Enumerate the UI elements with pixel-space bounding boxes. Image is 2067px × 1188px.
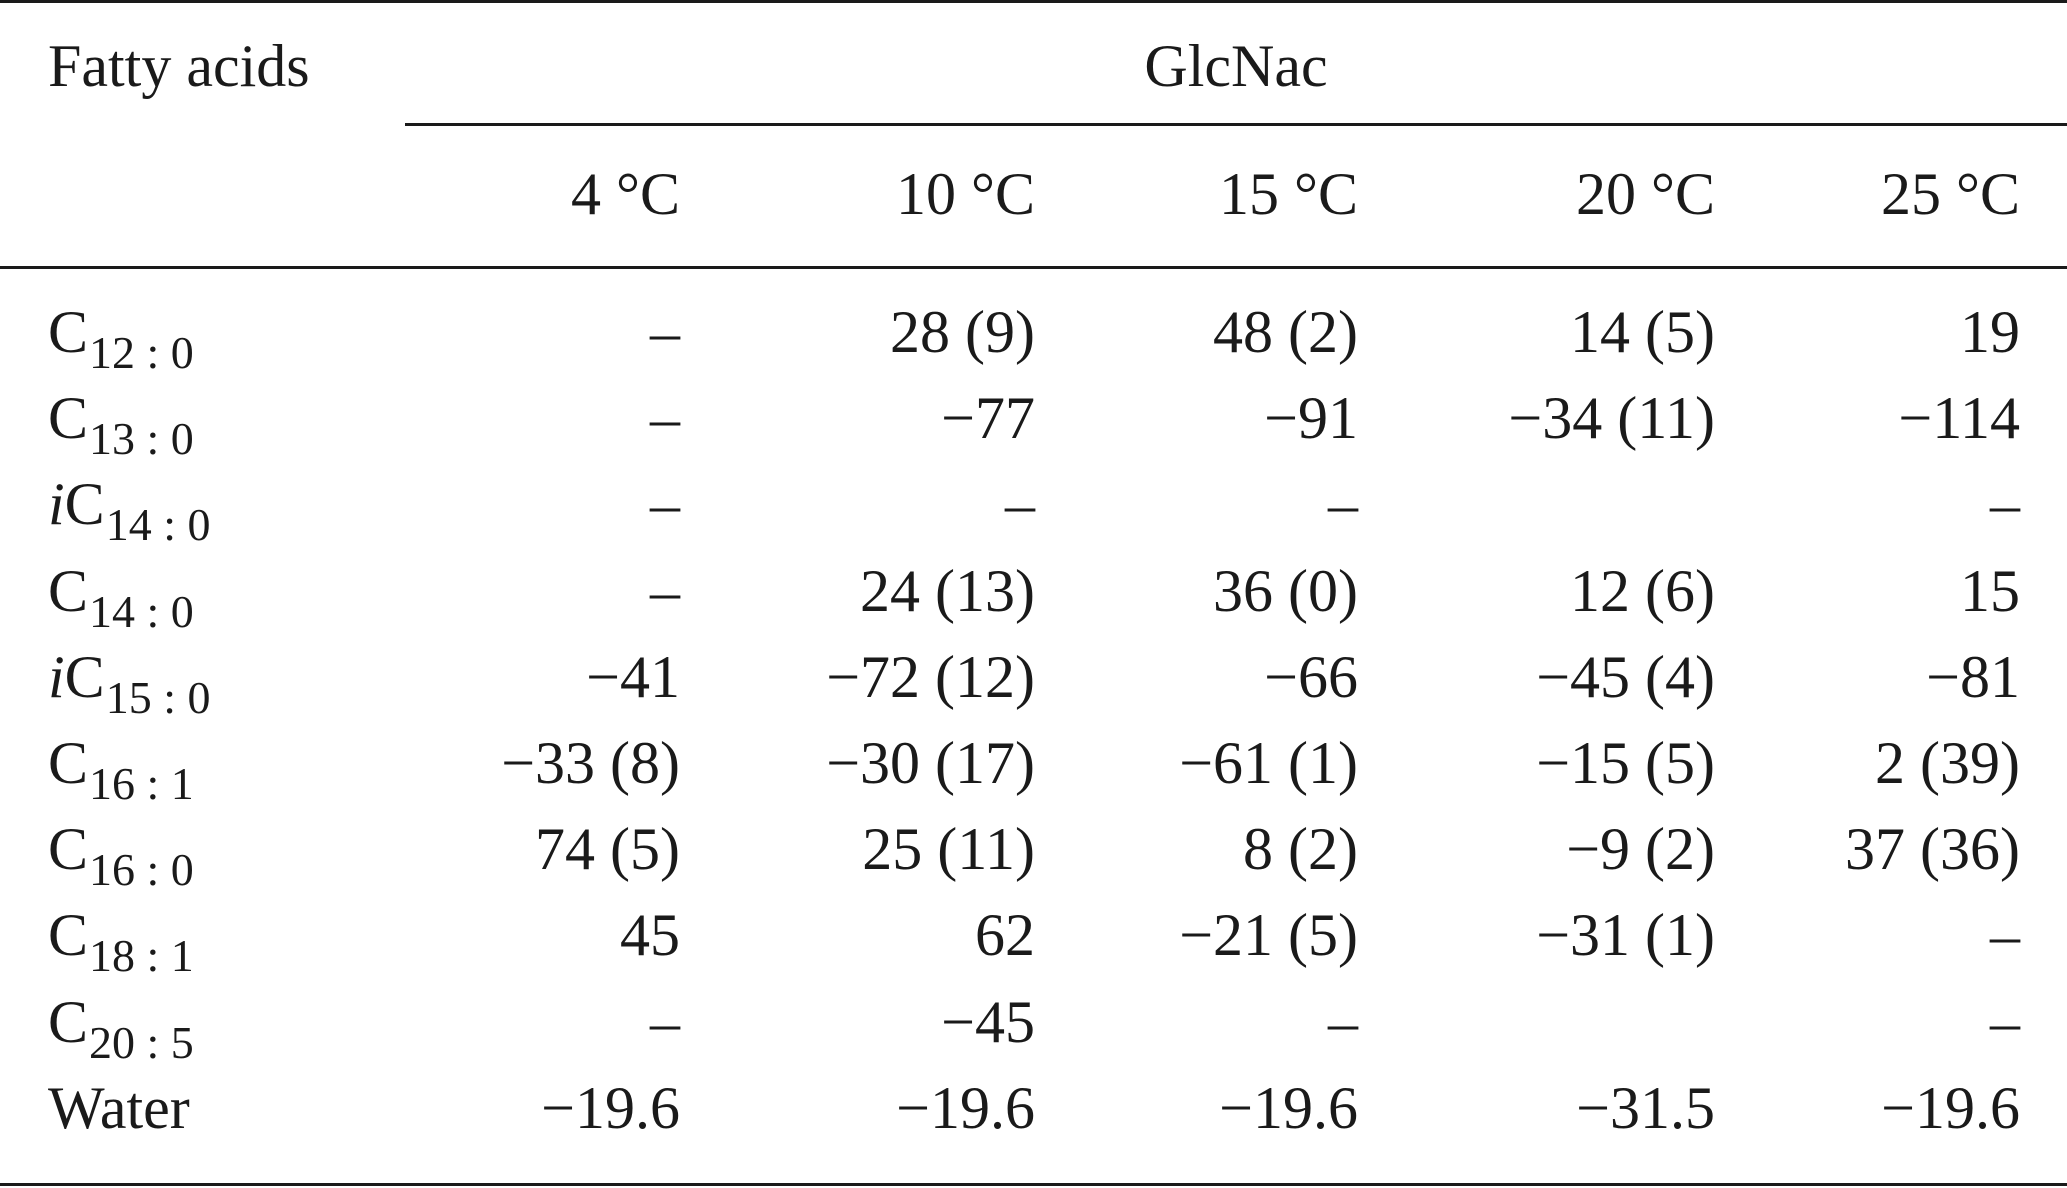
row-label: iC15 : 0 — [48, 641, 210, 723]
header-col-4: 20 °C — [1575, 161, 1715, 227]
table-cell: – — [650, 988, 680, 1055]
row-label-subscript: 14 : 0 — [105, 499, 211, 551]
row-label-base: C — [48, 299, 89, 365]
row-label-base: C — [48, 557, 89, 624]
table-cell: 24 (13) — [860, 557, 1035, 624]
row-label: C20 : 5 — [48, 986, 194, 1068]
table-cell: −66 — [1264, 643, 1358, 710]
table-cell: 28 (9) — [890, 299, 1035, 365]
row-label-prefix: i — [48, 471, 65, 538]
table-cell: 45 — [620, 902, 680, 969]
table-cell: 74 (5) — [535, 816, 680, 883]
row-label: C13 : 0 — [48, 382, 194, 464]
table-cell: 14 (5) — [1570, 299, 1715, 365]
header-fatty-acids: Fatty acids — [48, 33, 310, 99]
table-cell: −33 (8) — [501, 730, 680, 796]
row-label-subscript: 16 : 0 — [89, 844, 194, 896]
table-cell: −91 — [1264, 385, 1358, 452]
table-cell: −21 (5) — [1179, 902, 1358, 969]
table-cell: – — [650, 471, 680, 538]
table-cell: – — [1328, 471, 1358, 538]
row-label-base: C — [64, 643, 105, 710]
row-label-base: C — [48, 902, 89, 969]
table-cell: – — [650, 299, 680, 365]
table-cell: 25 (11) — [862, 816, 1035, 883]
row-label-subscript: 20 : 5 — [89, 1016, 194, 1068]
group-rule — [405, 123, 2067, 126]
table-cell: −114 — [1898, 385, 2020, 452]
table-cell: −19.6 — [896, 1074, 1035, 1141]
table-cell: – — [1990, 471, 2020, 538]
table-cell: −15 (5) — [1536, 730, 1715, 796]
row-label-subscript: 15 : 0 — [105, 671, 211, 723]
row-label-subscript: 14 : 0 — [89, 585, 194, 637]
table-cell: −61 (1) — [1179, 730, 1358, 796]
table-cell: −45 (4) — [1536, 643, 1715, 710]
table-cell: 48 (2) — [1213, 299, 1358, 365]
table-cell: −81 — [1926, 643, 2020, 710]
row-label: C16 : 0 — [48, 813, 194, 895]
header-col-5: 25 °C — [1880, 161, 2020, 227]
table-cell: −19.6 — [1219, 1074, 1358, 1141]
table-cell: −19.6 — [541, 1074, 680, 1141]
table-cell: −34 (11) — [1508, 385, 1715, 452]
row-label: C12 : 0 — [48, 296, 194, 378]
table-cell: – — [650, 557, 680, 624]
table-cell: 15 — [1960, 557, 2020, 624]
table-cell: 12 (6) — [1570, 557, 1715, 624]
row-label-subscript: 16 : 1 — [89, 758, 194, 809]
row-label-base: C — [48, 988, 89, 1055]
table-cell: −31 (1) — [1536, 902, 1715, 969]
table-cell: −77 — [941, 385, 1035, 452]
table-cell: – — [1990, 988, 2020, 1055]
table-cell: −19.6 — [1881, 1074, 2020, 1141]
header-col-2: 10 °C — [895, 161, 1035, 227]
table-cell: −72 (12) — [826, 643, 1035, 710]
table-cell: −9 (2) — [1566, 816, 1715, 883]
header-col-3: 15 °C — [1218, 161, 1358, 227]
table-cell: 2 (39) — [1875, 730, 2020, 796]
row-label-subscript: 18 : 1 — [89, 930, 194, 982]
header-group-glcnac: GlcNac — [1144, 33, 1328, 99]
table-cell: – — [1328, 988, 1358, 1055]
table-cell: −45 — [941, 988, 1035, 1055]
row-label-base: C — [64, 471, 105, 538]
row-label: C14 : 0 — [48, 555, 194, 637]
row-label-subscript: 13 : 0 — [89, 413, 194, 465]
table-cell: −31.5 — [1576, 1074, 1715, 1141]
header-rule — [0, 266, 2067, 269]
row-label: Water — [48, 1072, 190, 1144]
table-cell: 8 (2) — [1243, 816, 1358, 883]
top-rule — [0, 0, 2067, 3]
table-cell: −41 — [586, 643, 680, 710]
table-cell: – — [1005, 471, 1035, 538]
table-cell: – — [1990, 902, 2020, 969]
row-label-base: C — [48, 816, 89, 883]
table-cell: 19 — [1960, 299, 2020, 365]
table-cell: 36 (0) — [1213, 557, 1358, 624]
table-cell: −30 (17) — [826, 730, 1035, 796]
bottom-rule — [0, 1183, 2067, 1186]
row-label-prefix: i — [48, 643, 65, 710]
row-label: iC14 : 0 — [48, 468, 210, 550]
row-label: C18 : 1 — [48, 899, 194, 981]
row-label-base: C — [48, 730, 89, 796]
header-col-1: 4 °C — [570, 161, 680, 227]
row-label-base: C — [48, 385, 89, 452]
table-cell: 37 (36) — [1845, 816, 2020, 883]
table-cell: 62 — [975, 902, 1035, 969]
row-label-subscript: 12 : 0 — [89, 327, 194, 378]
row-label-base: Water — [48, 1074, 190, 1141]
row-label: C16 : 1 — [48, 727, 194, 809]
table-cell: – — [650, 385, 680, 452]
